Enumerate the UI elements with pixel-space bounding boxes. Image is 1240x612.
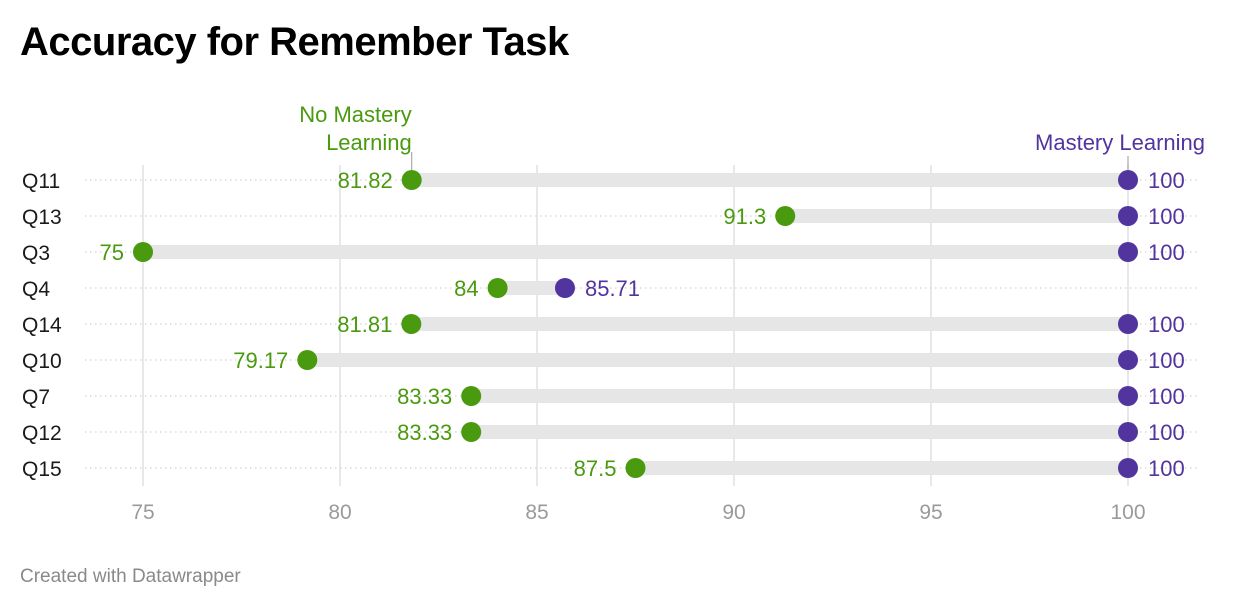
category-label: Q15 bbox=[22, 458, 62, 481]
category-label: Q7 bbox=[22, 386, 50, 409]
category-label: Q4 bbox=[22, 278, 50, 301]
no-mastery-value-label: 81.82 bbox=[338, 168, 393, 193]
category-label: Q11 bbox=[22, 170, 60, 193]
x-tick-label: 85 bbox=[525, 501, 548, 524]
no-mastery-dot bbox=[401, 170, 422, 190]
no-mastery-value-label: 87.5 bbox=[574, 456, 617, 481]
mastery-value-label: 100 bbox=[1148, 384, 1185, 409]
no-mastery-dot bbox=[133, 242, 153, 262]
legend-label-no-mastery: Learning bbox=[326, 130, 412, 155]
category-label: Q14 bbox=[22, 314, 62, 337]
x-tick-label: 80 bbox=[328, 501, 351, 524]
no-mastery-dot bbox=[487, 278, 508, 298]
no-mastery-dot bbox=[297, 350, 318, 370]
mastery-dot bbox=[1118, 458, 1138, 478]
no-mastery-value-label: 83.33 bbox=[397, 420, 452, 445]
x-tick-label: 95 bbox=[919, 501, 942, 524]
no-mastery-dot bbox=[625, 458, 646, 478]
mastery-dot bbox=[1118, 206, 1138, 226]
mastery-dot bbox=[1118, 314, 1138, 334]
x-tick-label: 75 bbox=[131, 501, 154, 524]
mastery-dot bbox=[1118, 242, 1138, 262]
no-mastery-value-label: 84 bbox=[454, 276, 478, 301]
no-mastery-value-label: 75 bbox=[100, 240, 124, 265]
mastery-dot bbox=[554, 278, 575, 298]
mastery-value-label: 100 bbox=[1148, 204, 1185, 229]
category-label: Q12 bbox=[22, 422, 62, 445]
no-mastery-value-label: 91.3 bbox=[723, 204, 766, 229]
mastery-dot bbox=[1118, 386, 1138, 406]
no-mastery-value-label: 81.81 bbox=[337, 312, 392, 337]
chart-title: Accuracy for Remember Task bbox=[20, 20, 569, 64]
footer-credit: Created with Datawrapper bbox=[20, 566, 241, 587]
mastery-value-label: 100 bbox=[1148, 168, 1185, 193]
legend-label-no-mastery: No Mastery bbox=[299, 102, 411, 127]
no-mastery-value-label: 79.17 bbox=[233, 348, 288, 373]
category-label: Q13 bbox=[22, 206, 62, 229]
no-mastery-dot bbox=[775, 206, 796, 226]
x-tick-label: 90 bbox=[722, 501, 745, 524]
mastery-value-label: 100 bbox=[1148, 456, 1185, 481]
no-mastery-value-label: 83.33 bbox=[397, 384, 452, 409]
legend-label-mastery: Mastery Learning bbox=[1035, 130, 1205, 155]
x-tick-label: 100 bbox=[1110, 501, 1145, 524]
mastery-value-label: 100 bbox=[1148, 420, 1185, 445]
mastery-dot bbox=[1118, 422, 1138, 442]
no-mastery-dot bbox=[461, 422, 482, 442]
mastery-value-label: 100 bbox=[1148, 240, 1185, 265]
no-mastery-dot bbox=[461, 386, 482, 406]
category-label: Q3 bbox=[22, 242, 50, 265]
category-label: Q10 bbox=[22, 350, 62, 373]
no-mastery-dot bbox=[401, 314, 422, 334]
mastery-value-label: 85.71 bbox=[585, 276, 640, 301]
mastery-dot bbox=[1118, 350, 1138, 370]
mastery-value-label: 100 bbox=[1148, 348, 1185, 373]
mastery-value-label: 100 bbox=[1148, 312, 1185, 337]
mastery-dot bbox=[1118, 170, 1138, 190]
